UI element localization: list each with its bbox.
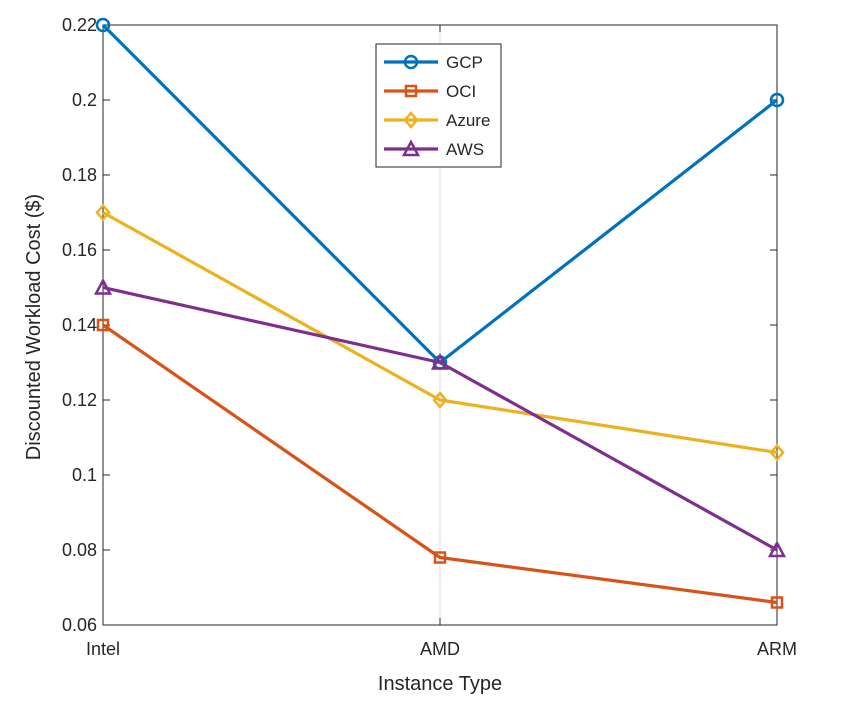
y-tick-label: 0.2 xyxy=(72,90,97,110)
axes-layer: 0.06 0.08 0.1 0.12 0.14 0.16 0.18 0.2 0.22 Intel A… xyxy=(62,15,797,659)
y-tick-label: 0.22 xyxy=(62,15,97,35)
legend-marker-gcp xyxy=(403,54,419,70)
y-tick-label: 0.06 xyxy=(62,615,97,635)
legend-marker-aws xyxy=(401,139,421,157)
series-aws xyxy=(93,277,787,558)
x-tick-label-intel: Intel xyxy=(86,639,120,659)
y-tick-label: 0.14 xyxy=(62,315,97,335)
legend-item-oci[interactable]: OCI xyxy=(384,82,476,101)
data-point-aws-amd xyxy=(430,352,450,370)
data-point-aws-arm xyxy=(767,540,787,558)
y-tick-label: 0.12 xyxy=(62,390,97,410)
series-line-aws xyxy=(102,285,778,552)
x-tick-label-arm: ARM xyxy=(757,639,797,659)
legend-item-gcp[interactable]: GCP xyxy=(384,53,483,72)
data-point-aws-intel xyxy=(93,277,113,295)
y-tick-label: 0.18 xyxy=(62,165,97,185)
legend[interactable]: GCP OCI Azure AWS xyxy=(375,43,502,168)
data-point-azure-amd xyxy=(432,391,448,409)
x-tick-label-amd: AMD xyxy=(420,639,460,659)
y-axis-label: Discounted Workload Cost ($) xyxy=(23,194,45,460)
series-line-oci xyxy=(102,323,778,605)
legend-label-aws: AWS xyxy=(446,140,484,159)
y-tick-label: 0.08 xyxy=(62,540,97,560)
data-point-oci-intel xyxy=(96,318,110,332)
legend-item-azure[interactable]: Azure xyxy=(384,111,490,130)
legend-item-aws[interactable]: AWS xyxy=(384,139,484,159)
x-axis-label: Instance Type xyxy=(378,673,502,695)
y-tick-label: 0.16 xyxy=(62,240,97,260)
legend-label-azure: Azure xyxy=(446,111,490,130)
legend-box xyxy=(375,43,502,168)
y-tick-label: 0.1 xyxy=(72,465,97,485)
series-layer xyxy=(93,17,787,609)
series-azure xyxy=(95,203,785,462)
series-oci xyxy=(96,318,784,609)
legend-marker-azure xyxy=(403,111,419,129)
data-point-gcp-intel xyxy=(95,17,111,33)
data-point-oci-arm xyxy=(770,596,784,609)
data-point-azure-intel xyxy=(95,203,111,222)
legend-marker-oci xyxy=(404,84,418,98)
data-point-oci-amd xyxy=(433,551,447,564)
data-point-azure-arm xyxy=(769,443,785,462)
legend-label-gcp: GCP xyxy=(446,53,483,72)
data-point-gcp-arm xyxy=(769,92,785,108)
series-line-azure xyxy=(102,211,778,455)
legend-label-oci: OCI xyxy=(446,82,476,101)
